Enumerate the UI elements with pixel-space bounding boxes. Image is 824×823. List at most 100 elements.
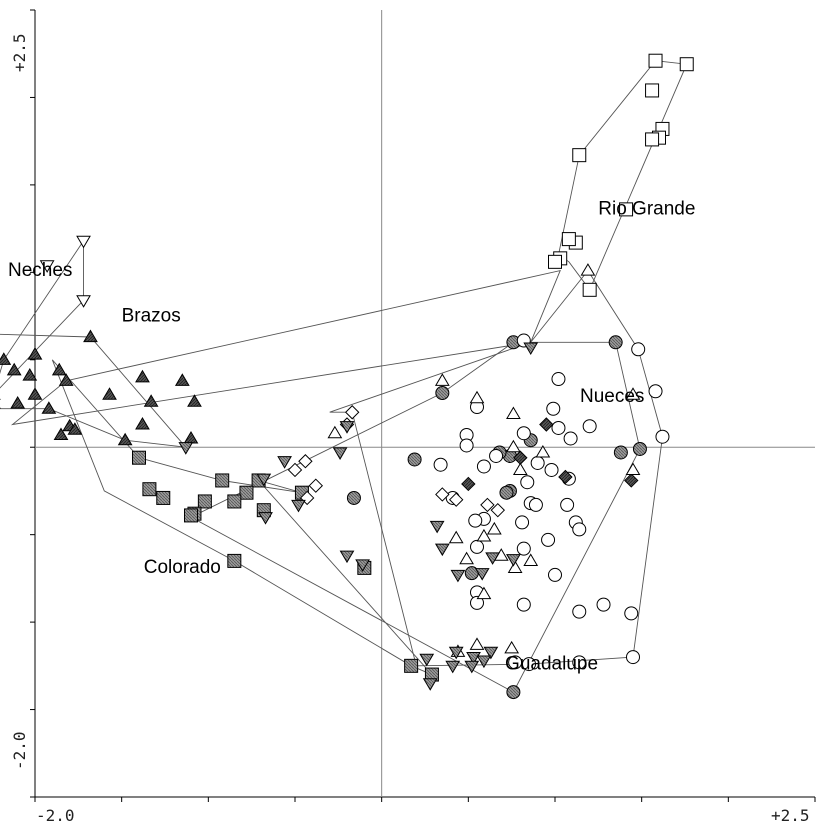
circle-shaded-point bbox=[346, 490, 361, 505]
triangle-down-open-point bbox=[76, 235, 91, 249]
triangle-down-shaded-point bbox=[339, 421, 355, 434]
diamond-dark-point bbox=[558, 469, 573, 485]
circle-open-point bbox=[551, 420, 566, 435]
x-max-tick-label: +2.5 bbox=[771, 806, 810, 823]
y-max-tick-label: +2.5 bbox=[10, 33, 29, 72]
triangle-up-open-point bbox=[486, 521, 502, 535]
triangle-up-open-point bbox=[327, 425, 343, 439]
triangle-up-dark-point bbox=[174, 373, 190, 386]
diamond-dark-point bbox=[461, 476, 476, 492]
diamond-dark-point bbox=[539, 417, 554, 432]
triangle-up-dark-point bbox=[6, 362, 22, 376]
circle-shaded-point bbox=[499, 485, 514, 500]
triangle-up-open-point bbox=[580, 263, 596, 276]
circle-open-point bbox=[572, 604, 587, 619]
triangle-up-open-point bbox=[459, 551, 474, 565]
triangle-up-dark-point bbox=[53, 427, 69, 441]
triangle-down-shaded-point bbox=[485, 552, 500, 565]
triangle-down-shaded-point bbox=[476, 655, 492, 669]
triangle-down-shaded-point bbox=[258, 512, 273, 525]
circle-open-point bbox=[459, 438, 474, 453]
square-open-point bbox=[645, 83, 660, 98]
triangle-up-dark-point bbox=[102, 387, 117, 400]
triangle-down-shaded-point bbox=[422, 678, 438, 691]
circle-open-point bbox=[470, 595, 484, 610]
circle-open-point bbox=[626, 650, 640, 665]
diamond-open-point bbox=[344, 405, 360, 420]
square-shaded-point bbox=[227, 553, 242, 568]
circle-open-point bbox=[433, 457, 448, 472]
square-shaded-point bbox=[184, 508, 198, 523]
circle-open-point bbox=[508, 655, 523, 670]
diamond-open-point bbox=[480, 497, 495, 513]
circle-open-point bbox=[648, 384, 663, 399]
label-guadalupe: Guadalupe bbox=[505, 653, 598, 674]
circle-open-point bbox=[470, 539, 484, 554]
circle-shaded-point bbox=[407, 452, 422, 467]
square-open-point bbox=[679, 57, 694, 72]
circle-open-point bbox=[489, 448, 504, 463]
hull-brazos bbox=[0, 333, 187, 448]
y-min-tick-label: -2.0 bbox=[10, 731, 29, 770]
circle-open-point bbox=[548, 567, 562, 582]
circle-open-point bbox=[572, 522, 587, 537]
diamond-open-point bbox=[298, 454, 313, 469]
triangle-down-shaded-point bbox=[464, 660, 480, 674]
circle-open-point bbox=[631, 342, 646, 357]
circle-open-point bbox=[476, 459, 491, 474]
triangle-up-dark-point bbox=[187, 394, 202, 407]
square-shaded-point bbox=[239, 485, 254, 500]
hull-rio-grande bbox=[557, 60, 688, 291]
triangle-down-shaded-point bbox=[429, 520, 445, 534]
triangle-up-dark-point bbox=[117, 432, 133, 446]
triangle-up-dark-point bbox=[58, 373, 74, 386]
circle-open-point bbox=[522, 657, 536, 672]
square-shaded-point bbox=[142, 482, 157, 497]
triangle-up-dark-point bbox=[83, 329, 98, 343]
triangle-up-open-point bbox=[512, 462, 528, 476]
label-nueces: Nueces bbox=[580, 386, 644, 407]
circle-shaded-point bbox=[506, 685, 521, 700]
square-open-point bbox=[582, 282, 597, 297]
square-open-point bbox=[619, 202, 634, 217]
square-open-point bbox=[548, 254, 562, 269]
triangle-up-dark-point bbox=[10, 396, 26, 409]
square-shaded-point bbox=[215, 473, 230, 488]
triangle-up-dark-point bbox=[27, 347, 43, 360]
square-open-point bbox=[648, 53, 663, 68]
diamond-open-point bbox=[448, 492, 464, 507]
triangle-up-open-point bbox=[448, 530, 464, 544]
triangle-up-dark-point bbox=[135, 417, 150, 430]
triangle-up-dark-point bbox=[41, 401, 57, 414]
label-colorado: Colorado bbox=[144, 557, 221, 578]
triangle-up-dark-point bbox=[67, 422, 83, 435]
square-shaded-point bbox=[227, 494, 242, 509]
triangle-down-shaded-point bbox=[332, 447, 348, 460]
triangle-down-shaded-point bbox=[355, 559, 370, 572]
circle-open-point bbox=[551, 372, 566, 387]
group-labels: Rio Grande Neches Brazos Nueces Colorado Guad… bbox=[8, 199, 695, 675]
circle-shaded-point bbox=[608, 335, 623, 350]
hull-nueces bbox=[329, 269, 663, 667]
triangle-down-shaded-point bbox=[256, 473, 272, 487]
triangle-down-shaded-point bbox=[483, 646, 499, 660]
square-shaded-point bbox=[156, 490, 171, 505]
circle-open-point bbox=[468, 513, 483, 528]
triangle-up-open-point bbox=[535, 444, 551, 458]
triangle-down-open-point bbox=[39, 260, 55, 273]
triangle-up-open-point bbox=[469, 390, 485, 404]
triangle-down-shaded-point bbox=[419, 653, 435, 667]
circle-open-point bbox=[515, 515, 530, 530]
triangle-down-shaded-point bbox=[450, 569, 466, 583]
circle-shaded-point bbox=[435, 386, 450, 401]
circle-open-point bbox=[582, 419, 597, 434]
data-points bbox=[0, 53, 694, 700]
circle-open-point bbox=[560, 497, 575, 512]
triangle-down-shaded-point bbox=[448, 646, 464, 660]
square-shaded-point bbox=[404, 658, 419, 673]
triangle-up-open-point bbox=[507, 560, 523, 573]
circle-open-point bbox=[546, 401, 561, 416]
circle-open-point bbox=[516, 426, 531, 441]
triangle-up-open-point bbox=[504, 640, 520, 654]
triangle-down-shaded-point bbox=[506, 554, 521, 567]
